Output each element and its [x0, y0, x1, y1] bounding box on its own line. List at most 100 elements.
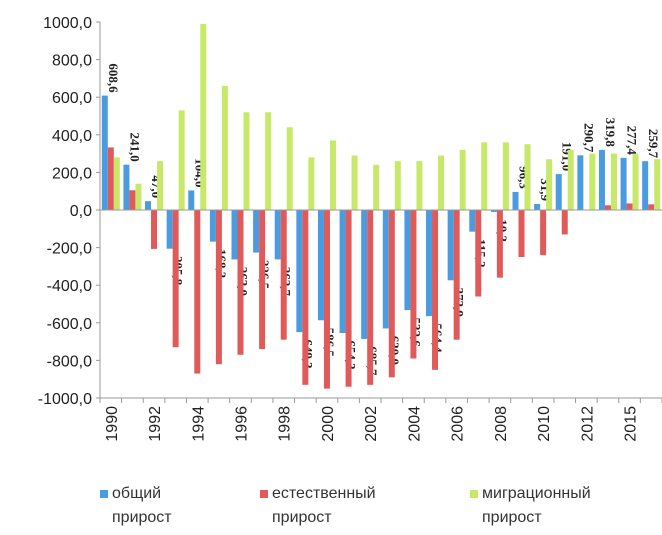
bar: [123, 164, 130, 210]
bar: [107, 147, 114, 210]
x-tick-label: 2006: [450, 406, 467, 442]
bar: [265, 112, 272, 210]
bar: [388, 210, 395, 378]
bar: [459, 149, 466, 210]
bar: [345, 210, 352, 387]
value-label: 259,7: [646, 129, 661, 159]
bar: [426, 210, 433, 317]
y-tick-label: 0,0: [70, 203, 92, 220]
legend-swatch: [470, 490, 478, 498]
bar: [632, 153, 639, 210]
bar: [113, 157, 120, 210]
bar: [475, 210, 482, 297]
x-tick-label: 2000: [320, 406, 337, 442]
bar: [373, 164, 380, 210]
y-tick-label: -400,0: [47, 278, 92, 295]
bar: [308, 157, 315, 210]
bar: [540, 210, 547, 256]
bar: [129, 190, 136, 210]
bar: [200, 23, 207, 210]
x-tick-label: 1998: [277, 406, 294, 442]
bar: [620, 157, 627, 210]
bar: [382, 210, 389, 329]
bar: [648, 204, 655, 210]
value-label: 608,6: [106, 63, 121, 93]
bar: [296, 210, 303, 333]
bar: [215, 210, 222, 365]
bar: [367, 210, 374, 385]
bar: [323, 210, 330, 389]
bar: [534, 204, 541, 210]
x-tick-label: 1990: [104, 406, 121, 442]
bar: [394, 161, 401, 210]
bar: [496, 210, 503, 278]
bar: [188, 190, 195, 210]
bar: [416, 161, 423, 210]
legend-swatch: [100, 490, 108, 498]
x-tick-label: 2012: [579, 406, 596, 442]
bar: [253, 210, 260, 253]
bar: [361, 210, 368, 339]
bar: [410, 210, 417, 359]
x-tick-label: 2004: [406, 406, 423, 442]
bar: [209, 210, 216, 242]
y-tick-label: -800,0: [47, 353, 92, 370]
bar: [194, 210, 201, 374]
bar: [512, 191, 519, 210]
legend-label: естественный прирост: [272, 485, 376, 526]
bar: [481, 142, 488, 210]
x-tick-label: 1996: [234, 406, 251, 442]
bar: [561, 210, 568, 235]
bar: [101, 95, 108, 210]
bar: [642, 161, 649, 210]
bar: [259, 210, 266, 350]
bar: [178, 110, 185, 210]
bar: [598, 149, 605, 210]
x-tick-label: 2002: [363, 406, 380, 442]
bar: [286, 127, 293, 210]
bar: [329, 140, 336, 210]
y-tick-label: 600,0: [52, 90, 92, 107]
bar: [221, 85, 228, 210]
bar: [432, 210, 439, 370]
bar: [555, 174, 562, 210]
value-label: 290,7: [581, 123, 596, 153]
bar: [490, 210, 497, 212]
legend: общий прирост естественный прирост миграци…: [100, 482, 662, 530]
bar: [339, 210, 346, 334]
bar: [172, 210, 179, 348]
bar: [654, 159, 661, 210]
bar: [589, 153, 596, 210]
bar: [151, 210, 158, 249]
bar: [604, 205, 611, 210]
bar: [626, 203, 633, 210]
bar: [280, 210, 287, 340]
legend-item: естественный прирост: [260, 482, 470, 530]
bar: [135, 183, 142, 210]
y-tick-label: -1000,0: [38, 391, 92, 408]
bar: [524, 144, 531, 210]
legend-label: общий прирост: [112, 485, 172, 526]
x-tick-label: 2015: [623, 406, 640, 442]
value-label: 277,4: [625, 126, 640, 156]
bar: [610, 153, 617, 210]
bar: [546, 159, 553, 210]
bar: [404, 210, 411, 311]
bar: [231, 210, 238, 260]
x-tick-label: 2008: [493, 406, 510, 442]
value-label: 319,8: [603, 118, 618, 148]
bar: [518, 210, 525, 257]
value-label: 241,0: [127, 132, 142, 161]
bar: [243, 112, 250, 210]
bar: [166, 210, 173, 249]
bar: [567, 149, 574, 210]
y-tick-label: 800,0: [52, 53, 92, 70]
y-tick-label: 400,0: [52, 128, 92, 145]
bar: [447, 210, 454, 281]
legend-label: миграционный прирост: [482, 485, 591, 526]
bar: [145, 201, 152, 210]
bar: [157, 161, 164, 210]
bar: [302, 210, 309, 385]
bar: [438, 155, 445, 210]
x-tick-label: 2010: [536, 406, 553, 442]
